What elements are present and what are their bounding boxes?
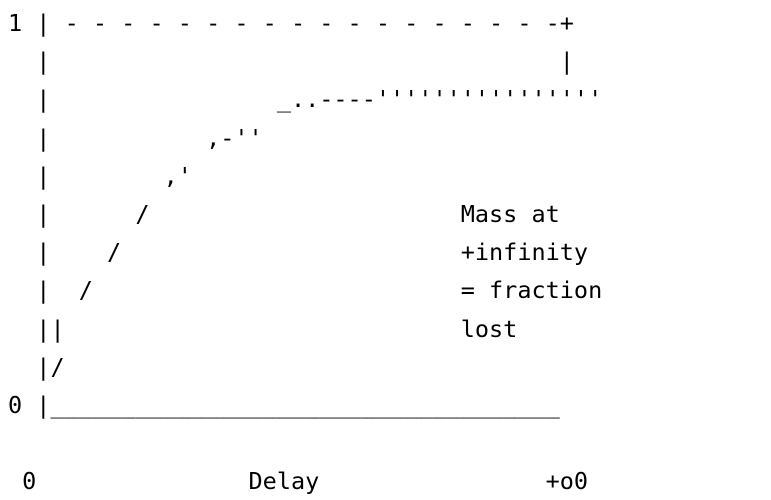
diagram-line-8: | / = fraction	[8, 276, 603, 305]
diagram-line-9: || lost	[8, 314, 518, 343]
ascii-cdf-diagram: 1 | - - - - - - - - - - - - - - - - - -+…	[8, 4, 602, 500]
diagram-line-6: | / Mass at	[8, 199, 560, 228]
diagram-line-4: | ,-''	[8, 123, 263, 152]
diagram-line-3: | _..----''''''''''''''''	[8, 85, 603, 114]
diagram-line-2: | |	[8, 47, 574, 76]
diagram-line-11: 0 |____________________________________	[8, 390, 560, 419]
diagram-line-12	[8, 424, 602, 462]
diagram-line-5: | ,'	[8, 161, 192, 190]
diagram-line-10: |/	[8, 352, 65, 381]
diagram-line-1: 1 | - - - - - - - - - - - - - - - - - -+	[8, 9, 574, 37]
diagram-line-7: | / +infinity	[8, 238, 589, 267]
diagram-line-13: 0 Delay +o0	[8, 467, 589, 496]
